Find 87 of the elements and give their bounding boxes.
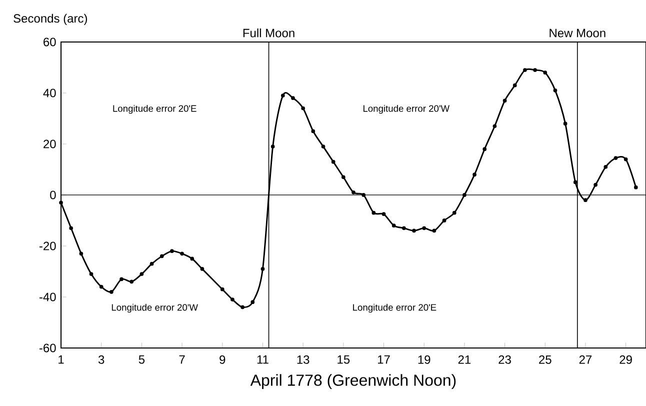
point	[291, 96, 295, 100]
point	[190, 256, 194, 261]
point	[402, 226, 406, 230]
x-tick-label: 7	[179, 355, 185, 364]
y-axis-title: Seconds (arc)	[14, 14, 88, 26]
point	[563, 122, 568, 126]
y-tick-label: -20	[40, 242, 56, 250]
point	[301, 106, 306, 110]
y-tick-label: -60	[40, 344, 56, 352]
point	[69, 226, 74, 230]
point	[89, 272, 94, 276]
x-tick-label: 19	[418, 355, 430, 364]
point	[472, 172, 476, 177]
x-tick-label: 21	[458, 355, 471, 364]
x-axis-title: April 1778 (Greenwich Noon)	[250, 374, 456, 390]
point	[412, 228, 416, 233]
point	[260, 267, 265, 271]
point	[331, 160, 336, 164]
x-tick-label: 9	[220, 355, 226, 364]
x-tick-label: 13	[297, 355, 310, 364]
point	[352, 190, 356, 194]
point	[482, 147, 487, 152]
annotation: Longitude error 20'W	[112, 304, 198, 313]
point	[543, 70, 548, 75]
annotation: Longitude error 20'W	[363, 104, 450, 114]
x-tick-label: 27	[579, 355, 592, 364]
ref-line-label: Full Moon	[243, 28, 294, 38]
point	[624, 157, 628, 162]
point	[240, 305, 244, 310]
y-tick-label: 0	[50, 190, 56, 200]
point	[432, 228, 436, 233]
point	[492, 124, 497, 128]
x-tick-label: 1	[58, 355, 64, 364]
point	[170, 249, 174, 254]
ref-line-label: New Moon	[550, 28, 606, 38]
point	[120, 277, 124, 282]
point	[512, 83, 517, 88]
point	[99, 284, 104, 289]
point	[160, 254, 164, 258]
point	[604, 165, 608, 169]
point	[150, 262, 154, 266]
point	[180, 252, 184, 256]
point	[341, 175, 346, 180]
point	[422, 226, 426, 230]
point	[614, 156, 618, 160]
point	[230, 298, 234, 302]
y-tick-label: 20	[44, 140, 56, 148]
point	[280, 94, 285, 98]
point	[382, 212, 386, 216]
y-tick-label: -40	[40, 292, 56, 302]
y-tick-label: 40	[43, 88, 56, 98]
point	[523, 68, 527, 72]
point	[110, 290, 114, 294]
point	[362, 193, 366, 197]
point	[321, 144, 326, 148]
point	[392, 224, 396, 228]
x-tick-label: 15	[338, 355, 350, 364]
x-tick-label: 3	[98, 355, 104, 364]
point	[502, 98, 507, 103]
y-tick-label: 60	[44, 38, 56, 46]
point	[442, 218, 446, 222]
point	[200, 267, 204, 271]
point	[250, 300, 255, 304]
annotation: Longitude error 20'E	[113, 104, 196, 114]
point	[130, 280, 134, 284]
point	[462, 193, 466, 197]
point	[79, 252, 84, 256]
x-tick-label: 11	[257, 355, 268, 364]
point	[553, 88, 558, 92]
point	[59, 200, 63, 205]
x-tick-label: 5	[138, 355, 145, 364]
point	[372, 210, 376, 215]
point	[311, 129, 316, 134]
point	[584, 198, 588, 202]
point	[594, 182, 598, 187]
x-tick-label: 23	[498, 355, 511, 364]
point	[270, 144, 275, 148]
point	[573, 180, 578, 184]
point	[533, 68, 537, 72]
x-tick-label: 29	[620, 355, 632, 364]
x-tick-label: 25	[539, 355, 552, 364]
annotation: Longitude error 20'E	[353, 304, 436, 313]
point	[452, 210, 456, 215]
x-tick-label: 17	[378, 355, 390, 364]
point	[140, 272, 144, 276]
point	[220, 287, 224, 292]
point	[634, 185, 638, 190]
